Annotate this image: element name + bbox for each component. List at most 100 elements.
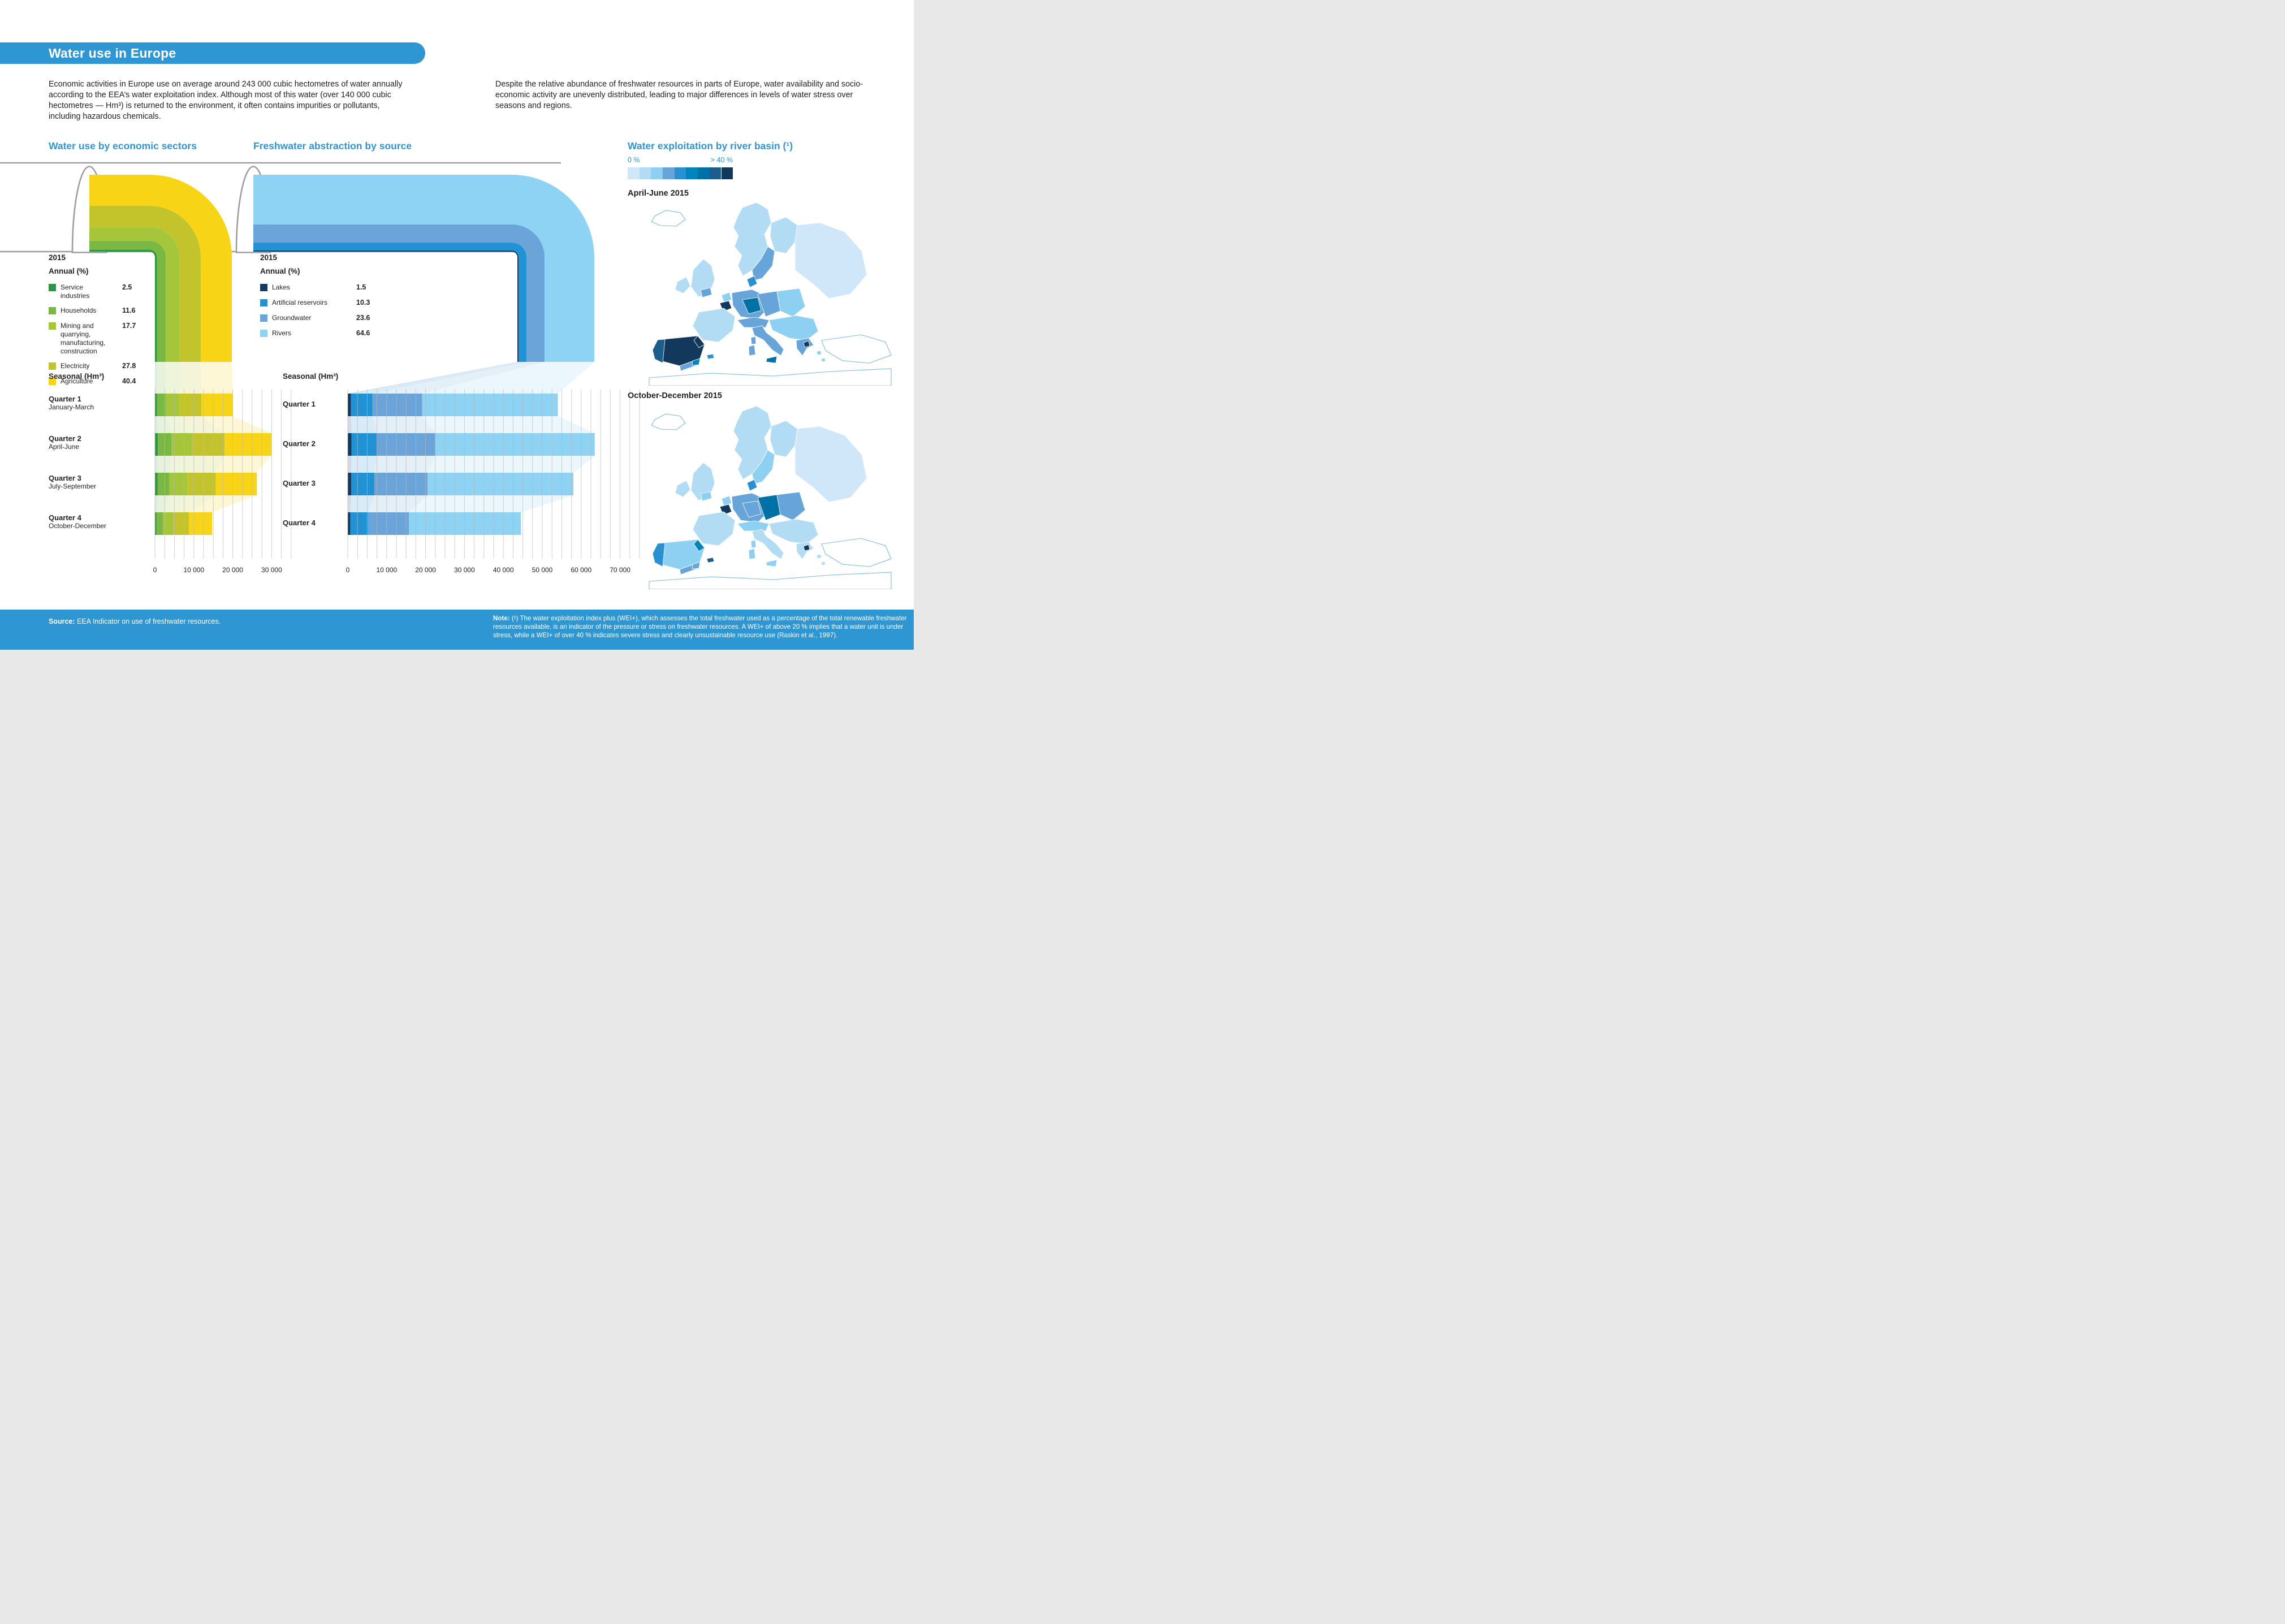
- basin-region-iberia_se: [692, 562, 701, 569]
- basin-region-finland: [770, 217, 798, 254]
- basin-region-germany_center: [742, 500, 762, 518]
- bar-segment: [351, 394, 373, 416]
- pipe-band: [89, 240, 166, 362]
- basin-region-catalonia: [693, 335, 705, 348]
- basin-region-sicily: [766, 559, 777, 567]
- legend-swatch: [260, 330, 267, 337]
- legend-annual-header-sources: Annual (%): [260, 267, 300, 275]
- legend-value: 27.8: [122, 362, 136, 370]
- legend-swatch: [49, 322, 56, 330]
- scale-step: [686, 167, 698, 179]
- legend-swatch: [49, 307, 56, 314]
- basin-region-poland: [776, 288, 806, 317]
- bar-segment: [155, 433, 158, 456]
- basin-region-turkey: [821, 334, 892, 364]
- pipe-band: [89, 227, 180, 362]
- footer-note: Note: (¹) The water exploitation index p…: [493, 614, 909, 640]
- legend-label: Mining and quarrying, manufacturing, con…: [61, 322, 106, 355]
- basin-region-aegean1: [816, 350, 822, 356]
- quarter-label: Quarter 2 April-June: [49, 434, 81, 451]
- basin-region-balearics: [706, 353, 715, 360]
- seasonal-header-sources: Seasonal (Hm³): [283, 372, 339, 381]
- scale-step: [709, 167, 722, 179]
- basin-region-greece_spot: [803, 340, 810, 348]
- scale-step: [663, 167, 675, 179]
- quarter-label: Quarter 3 July-September: [49, 474, 97, 490]
- year-label-sectors: 2015: [49, 253, 66, 262]
- legend-sources: Annual (%) Lakes 1.5 Artificial reservoi…: [260, 267, 373, 344]
- basin-region-turkey: [821, 538, 892, 567]
- source-text: EEA Indicator on use of freshwater resou…: [75, 617, 221, 625]
- basin-region-poland: [776, 491, 806, 521]
- basin-region-sardinia: [748, 548, 756, 560]
- bar-segment: [348, 433, 352, 456]
- legend-value: 17.7: [122, 322, 136, 330]
- legend-item: Agriculture 40.4: [49, 377, 162, 386]
- map-april-june-2015: [649, 202, 892, 386]
- section-title-sectors: Water use by economic sectors: [49, 140, 197, 152]
- basin-region-netherlands: [721, 495, 732, 506]
- bar-segment: [163, 512, 174, 535]
- basin-region-balkans: [768, 315, 819, 341]
- basin-region-aegean1: [816, 554, 822, 559]
- basin-region-portugal: [652, 339, 666, 364]
- bar-segment: [187, 473, 216, 495]
- footer-bar: Source: EEA Indicator on use of freshwat…: [0, 610, 914, 650]
- quarter-label: Quarter 3: [283, 479, 316, 487]
- legend-annual-header-sectors: Annual (%): [49, 267, 89, 275]
- legend-value: 11.6: [122, 306, 136, 314]
- scale-step: [674, 167, 686, 179]
- basin-region-greece_spot: [803, 544, 810, 551]
- legend-swatch: [49, 378, 56, 385]
- basin-region-uk: [690, 462, 715, 501]
- legend-item: Rivers 64.6: [260, 329, 373, 338]
- x-axis-tick: 0: [153, 566, 157, 574]
- basin-region-africa: [649, 368, 892, 386]
- note-text: (¹) The water exploitation index plus (W…: [493, 615, 907, 640]
- x-axis-tick: 30 000: [454, 566, 475, 574]
- bar-segment: [224, 433, 272, 456]
- x-axis-tick: 20 000: [222, 566, 243, 574]
- bar-segment: [192, 433, 225, 456]
- legend-item: Mining and quarrying, manufacturing, con…: [49, 322, 162, 356]
- legend-sectors: Annual (%) Service industries 2.5 Househ…: [49, 267, 162, 392]
- legend-value: 2.5: [122, 283, 132, 291]
- legend-item: Artificial reservoirs 10.3: [260, 299, 373, 308]
- bar-segment: [189, 512, 213, 535]
- bar-segment: [351, 473, 375, 495]
- legend-value: 10.3: [356, 299, 370, 306]
- basin-region-france: [692, 511, 736, 546]
- basin-region-aegean2: [820, 561, 826, 566]
- basin-region-eastern: [794, 222, 867, 299]
- intro-paragraph-right: Despite the relative abundance of freshw…: [495, 80, 863, 111]
- basin-region-aegean2: [820, 357, 826, 362]
- year-label-sources: 2015: [260, 253, 278, 262]
- x-axis-tick: 0: [346, 566, 350, 574]
- legend-swatch: [260, 299, 267, 306]
- scale-step: [639, 167, 651, 179]
- basin-region-ireland: [675, 277, 691, 294]
- scale-step: [721, 167, 733, 179]
- basin-region-sicily: [766, 356, 777, 364]
- source-label: Source:: [49, 617, 75, 625]
- bar-segment: [171, 433, 192, 456]
- legend-label: Agriculture: [61, 377, 93, 385]
- bar-segment: [156, 512, 163, 535]
- x-axis-tick: 50 000: [532, 566, 553, 574]
- basin-region-italy: [751, 529, 784, 560]
- legend-value: 40.4: [122, 377, 136, 385]
- basin-region-africa: [649, 572, 892, 589]
- pipe-band: [89, 205, 201, 362]
- bar-segment: [157, 473, 170, 495]
- bar-segment: [179, 394, 202, 416]
- map-label-october-december: October-December 2015: [628, 391, 722, 400]
- legend-label: Households: [61, 306, 97, 314]
- basin-region-france: [692, 308, 736, 343]
- bar-segment: [201, 394, 233, 416]
- bar-segment: [372, 394, 422, 416]
- legend-label: Artificial reservoirs: [272, 299, 328, 306]
- scale-step: [651, 167, 663, 179]
- pipe-band: [89, 175, 232, 362]
- bar-segment: [348, 394, 351, 416]
- bar-segment: [215, 473, 257, 495]
